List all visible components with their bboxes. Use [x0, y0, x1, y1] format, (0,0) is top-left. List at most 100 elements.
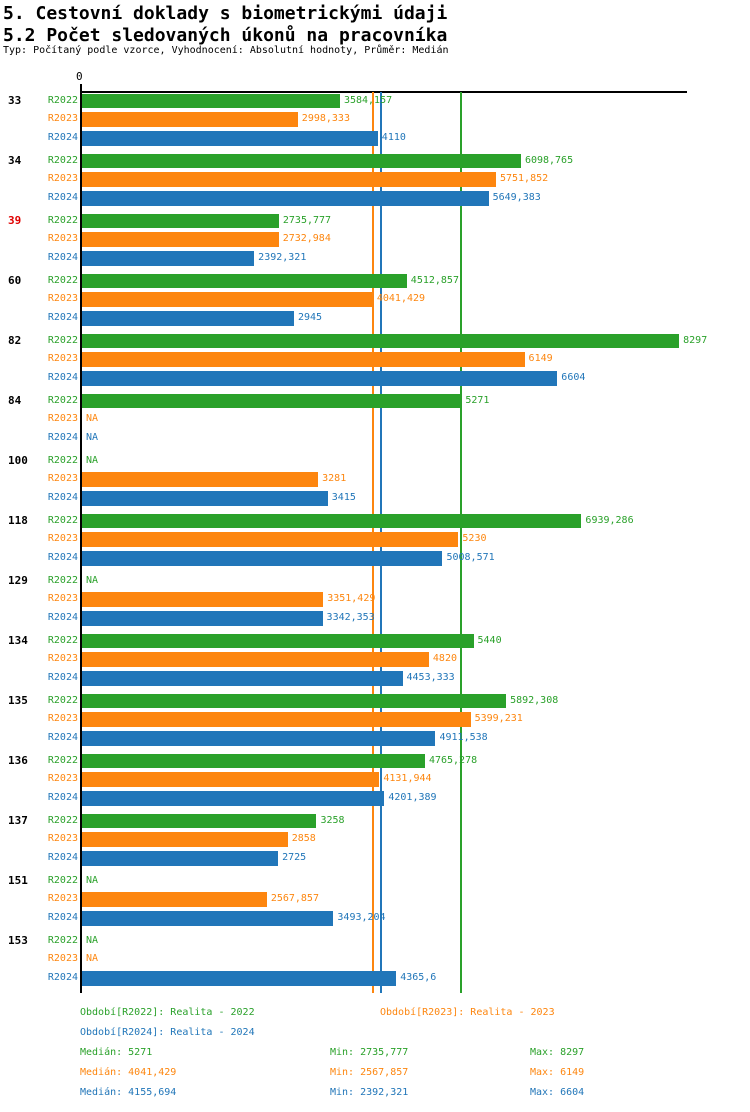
value-label: 2945 [297, 312, 323, 324]
value-label: 3258 [320, 814, 345, 826]
group-id-label: 33 [8, 93, 22, 107]
series-label: R2024 [47, 492, 78, 504]
value-label: 5440 [477, 634, 502, 646]
series-label: R2023 [47, 833, 78, 845]
bar-row: R2023 NA [0, 412, 750, 427]
bar-r2023 [82, 352, 525, 367]
group-id-label: 129 [8, 573, 28, 587]
na-label: NA [86, 874, 99, 886]
bar-r2024 [82, 191, 489, 206]
legend-max-r2023: Max: 6149 [530, 1067, 585, 1078]
bar-row: R2024 2945 [0, 311, 750, 326]
bar-row: 60 R2022 4512,857 [0, 273, 750, 289]
x-axis-line [80, 91, 687, 93]
series-label: R2024 [47, 792, 78, 804]
bar-row: R2024 4453,333 [0, 671, 750, 686]
series-label: R2024 [47, 252, 78, 264]
value-label: 5751,852 [499, 173, 549, 185]
group-id-label: 136 [8, 753, 28, 767]
bar-row: R2024 4911,538 [0, 731, 750, 746]
page-title: 5. Cestovní doklady s biometrickými údaj… [3, 3, 448, 24]
bar-r2022 [82, 93, 340, 109]
bar-r2024 [82, 491, 328, 506]
value-label: 6604 [561, 372, 586, 384]
series-label: R2023 [47, 293, 78, 305]
value-label: 4041,429 [376, 293, 426, 305]
series-label: R2022 [47, 94, 78, 106]
bar-r2023 [82, 472, 319, 487]
bar-row: 39 R2022 2735,777 [0, 213, 750, 229]
median-line-r2022 [460, 92, 463, 993]
legend-min-r2023: Min: 2567,857 [330, 1067, 409, 1078]
bar-r2024 [82, 251, 255, 266]
value-label: 5399,231 [474, 713, 523, 725]
bar-row: 118 R2022 6939,286 [0, 513, 750, 529]
bar-r2023 [82, 712, 471, 727]
value-label: 2567,857 [270, 893, 319, 905]
series-label: R2022 [47, 814, 78, 826]
bar-row: R2024 3415 [0, 491, 750, 506]
legend-median-r2024: Medián: 4155,694 [80, 1087, 177, 1098]
bar-r2022 [82, 333, 680, 349]
bar-r2024 [82, 371, 558, 386]
series-label: R2024 [47, 132, 78, 144]
bar-row: R2024 4110 [0, 131, 750, 146]
bar-group-135: 135 R2022 5892,308 R2023 5399,231 R2024 4911,5… [0, 693, 750, 753]
series-label: R2024 [47, 672, 78, 684]
series-label: R2024 [47, 192, 78, 204]
bar-row: R2024 2725 [0, 851, 750, 866]
legend-period-r2024: Období[R2024]: Realita - 2024 [80, 1027, 255, 1038]
value-label: 6939,286 [585, 514, 634, 526]
group-id-label: 118 [8, 513, 28, 527]
bar-group-118: 118 R2022 6939,286 R2023 5230 R2024 5008,571 [0, 513, 750, 573]
bar-r2024 [82, 851, 279, 866]
bar-row: 134 R2022 5440 [0, 633, 750, 649]
series-label: R2024 [47, 732, 78, 744]
bar-group-34: 34 R2022 6098,765 R2023 5751,852 R2024 5649,38… [0, 153, 750, 213]
value-label: 3281 [322, 473, 347, 485]
bar-row: R2023 3351,429 [0, 592, 750, 607]
series-label: R2022 [47, 454, 78, 466]
legend-period-r2022: Období[R2022]: Realita - 2022 [80, 1007, 255, 1018]
series-label: R2024 [47, 852, 78, 864]
series-label: R2023 [47, 233, 78, 245]
series-label: R2023 [47, 593, 78, 605]
bar-r2024 [82, 911, 334, 926]
bar-row: R2024 NA [0, 431, 750, 446]
bar-row: 84 R2022 5271 [0, 393, 750, 409]
na-label: NA [86, 432, 99, 444]
series-label: R2022 [47, 334, 78, 346]
bar-row: R2023 4131,944 [0, 772, 750, 787]
bar-row: 33 R2022 3584,157 [0, 93, 750, 109]
series-label: R2024 [47, 912, 78, 924]
bar-row: R2023 2567,857 [0, 892, 750, 907]
series-label: R2024 [47, 972, 78, 984]
bar-group-100: 100 R2022 NA R2023 3281 R2024 3415 [0, 453, 750, 513]
value-label: 4765,278 [428, 754, 478, 766]
y-axis-line [80, 91, 82, 993]
value-label: 5649,383 [492, 192, 541, 204]
bar-group-134: 134 R2022 5440 R2023 4820 R2024 4453,333 [0, 633, 750, 693]
bar-r2023 [82, 172, 496, 187]
na-label: NA [86, 934, 99, 946]
group-id-label: 134 [8, 633, 28, 647]
bar-row: 153 R2022 NA [0, 934, 750, 949]
series-label: R2023 [47, 113, 78, 125]
bar-row: 151 R2022 NA [0, 874, 750, 889]
value-label: 4201,389 [388, 792, 437, 804]
bar-row: 136 R2022 4765,278 [0, 753, 750, 769]
value-label: 2858 [291, 833, 316, 845]
group-id-label: 153 [8, 933, 28, 947]
value-label: 2732,984 [282, 233, 331, 245]
group-id-label: 34 [8, 153, 22, 167]
series-label: R2023 [47, 473, 78, 485]
na-label: NA [86, 574, 99, 586]
series-label: R2023 [47, 893, 78, 905]
bar-row: R2023 5751,852 [0, 172, 750, 187]
series-label: R2023 [47, 413, 78, 425]
series-label: R2022 [47, 754, 78, 766]
series-label: R2022 [47, 634, 78, 646]
value-label: 4512,857 [410, 274, 459, 286]
value-label: 6098,765 [524, 154, 574, 166]
group-id-label: 100 [8, 453, 28, 467]
